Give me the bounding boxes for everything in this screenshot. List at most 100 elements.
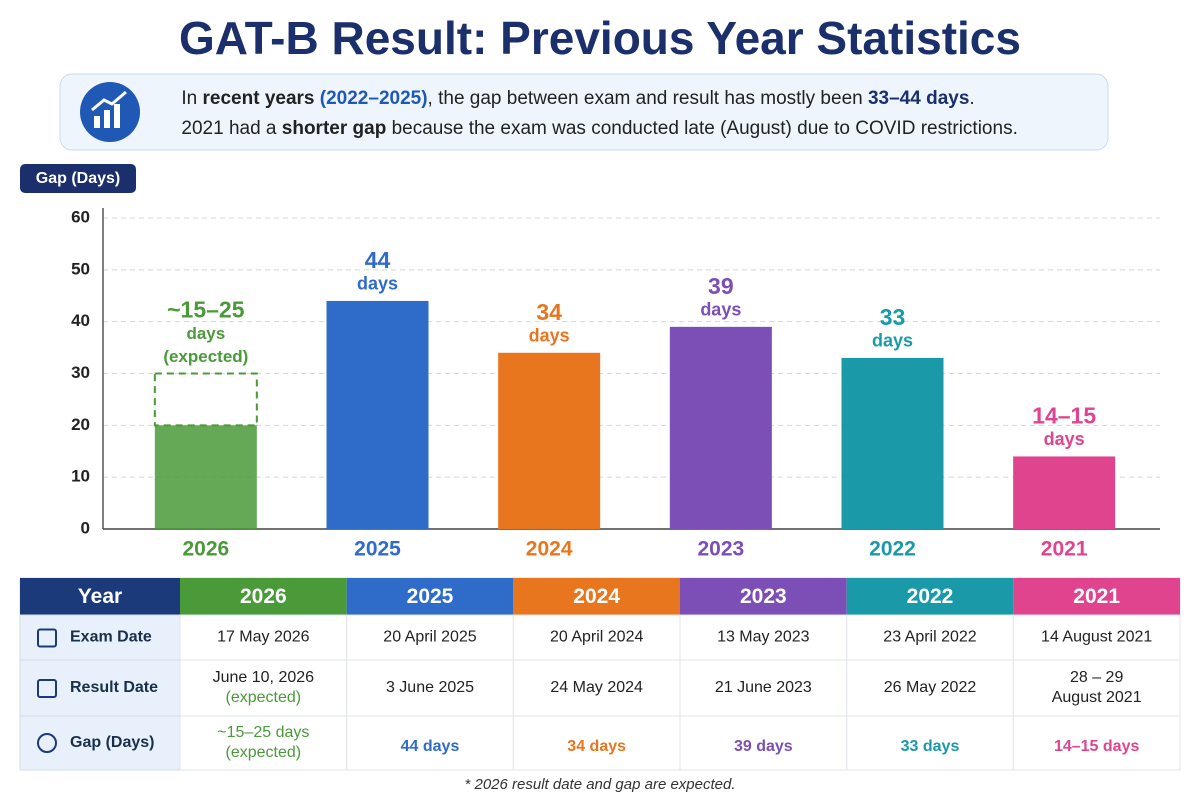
note-text: 2021 had a (181, 118, 281, 139)
note-text: , the gap between exam and result has mo… (428, 88, 868, 109)
table-value: (expected) (226, 744, 302, 761)
bar (498, 352, 601, 529)
row-label-cell (19, 614, 181, 661)
table-value: 20 April 2024 (550, 629, 644, 646)
note-text: because the exam was conducted late (Aug… (386, 118, 1018, 139)
table-header: 2026 (240, 585, 287, 608)
bar (326, 300, 429, 529)
table-header-cell (680, 578, 847, 615)
table-value: 3 June 2025 (386, 679, 474, 696)
value-label: days (529, 326, 570, 346)
table-cell (679, 715, 848, 771)
x-tick-label: 2021 (1041, 538, 1088, 561)
value-label: days (700, 300, 741, 320)
table-header-cell (513, 578, 680, 615)
y-tick-label: 50 (71, 259, 90, 278)
table-header-cell (20, 578, 180, 615)
table-value: 24 May 2024 (550, 679, 643, 696)
y-tick-label: 30 (71, 363, 90, 382)
table-cell (846, 614, 1014, 661)
table-value: 44 days (401, 738, 460, 755)
table-value: 33 days (901, 738, 960, 755)
value-label: 14–15 (1032, 403, 1096, 429)
row-label: Result Date (70, 679, 158, 696)
table-cell (179, 659, 348, 717)
table-value: 17 May 2026 (217, 629, 310, 646)
y-label-pill (20, 164, 136, 193)
table-cell (846, 715, 1014, 771)
table-cell (346, 715, 514, 771)
value-label: 34 (536, 299, 562, 325)
table-value: (expected) (226, 689, 302, 706)
row-label-cell (19, 659, 181, 717)
table-header: 2021 (1073, 585, 1120, 608)
y-tick-label: 60 (71, 207, 90, 226)
table-header-cell (846, 578, 1014, 615)
x-tick-label: 2025 (354, 538, 401, 561)
row-icon (37, 679, 57, 698)
y-tick-label: 0 (81, 518, 90, 537)
y-tick-label: 10 (71, 467, 90, 486)
icon-bars (91, 90, 127, 128)
table-value: 39 days (734, 738, 793, 755)
x-tick-label: 2026 (182, 538, 229, 561)
note-text: . (969, 88, 974, 109)
note-bold: 33–44 days (868, 88, 969, 109)
value-label: 44 (365, 247, 391, 273)
note-line-2: 2021 had a shorter gap because the exam … (155, 118, 1034, 139)
y-axis-label: Gap (Days) (36, 170, 120, 187)
x-tick-label: 2023 (697, 538, 744, 561)
table-value: 21 June 2023 (715, 679, 812, 696)
value-label: 39 (708, 273, 734, 299)
value-label: days (357, 274, 398, 294)
value-label: (expected) (163, 347, 248, 366)
y-tick-label: 40 (71, 311, 90, 330)
x-tick-label: 2024 (526, 538, 573, 561)
table-value: 34 days (567, 738, 626, 755)
table-header-cell (180, 578, 347, 615)
table-value: August 2021 (1052, 689, 1142, 706)
value-label: days (1044, 429, 1085, 449)
note-highlight: (2022–2025) (320, 88, 428, 109)
note-bold: recent years (203, 88, 320, 109)
table-cell (512, 715, 681, 771)
note-box (59, 73, 1109, 151)
row-label: Gap (Days) (70, 734, 154, 751)
value-label: days (186, 324, 225, 343)
value-label: days (872, 331, 913, 351)
bar (154, 425, 257, 529)
table-header: 2023 (740, 585, 787, 608)
table-cell (346, 659, 514, 717)
table-header-cell (1013, 578, 1180, 615)
table-cell (179, 614, 348, 661)
table-cell (512, 659, 681, 717)
bar (841, 357, 944, 529)
note-text: In (181, 88, 202, 109)
y-tick-label: 20 (71, 415, 90, 434)
row-label-cell (19, 715, 181, 771)
table-header: 2025 (407, 585, 454, 608)
table-value: 23 April 2022 (883, 629, 977, 646)
table-cell (179, 715, 348, 771)
table-cell (679, 614, 848, 661)
table-value: 13 May 2023 (717, 629, 810, 646)
row-icon (37, 733, 57, 753)
table-cell (512, 614, 681, 661)
row-label: Exam Date (70, 629, 152, 646)
table-value: June 10, 2026 (213, 669, 315, 686)
table-cell (1012, 614, 1181, 661)
note-line-1: In recent years (2022–2025), the gap bet… (155, 88, 991, 109)
table-value: ~15–25 days (217, 724, 309, 741)
table-header: Year (78, 585, 122, 608)
bar (1013, 456, 1116, 529)
expected-range (153, 372, 258, 427)
note-bold: shorter gap (282, 118, 387, 139)
table-value: 26 May 2022 (884, 679, 977, 696)
table-cell (1012, 715, 1181, 771)
table-cell (346, 614, 514, 661)
table-value: 14–15 days (1054, 738, 1140, 755)
table-value: 28 – 29 (1070, 669, 1123, 686)
table-header: 2022 (907, 585, 954, 608)
